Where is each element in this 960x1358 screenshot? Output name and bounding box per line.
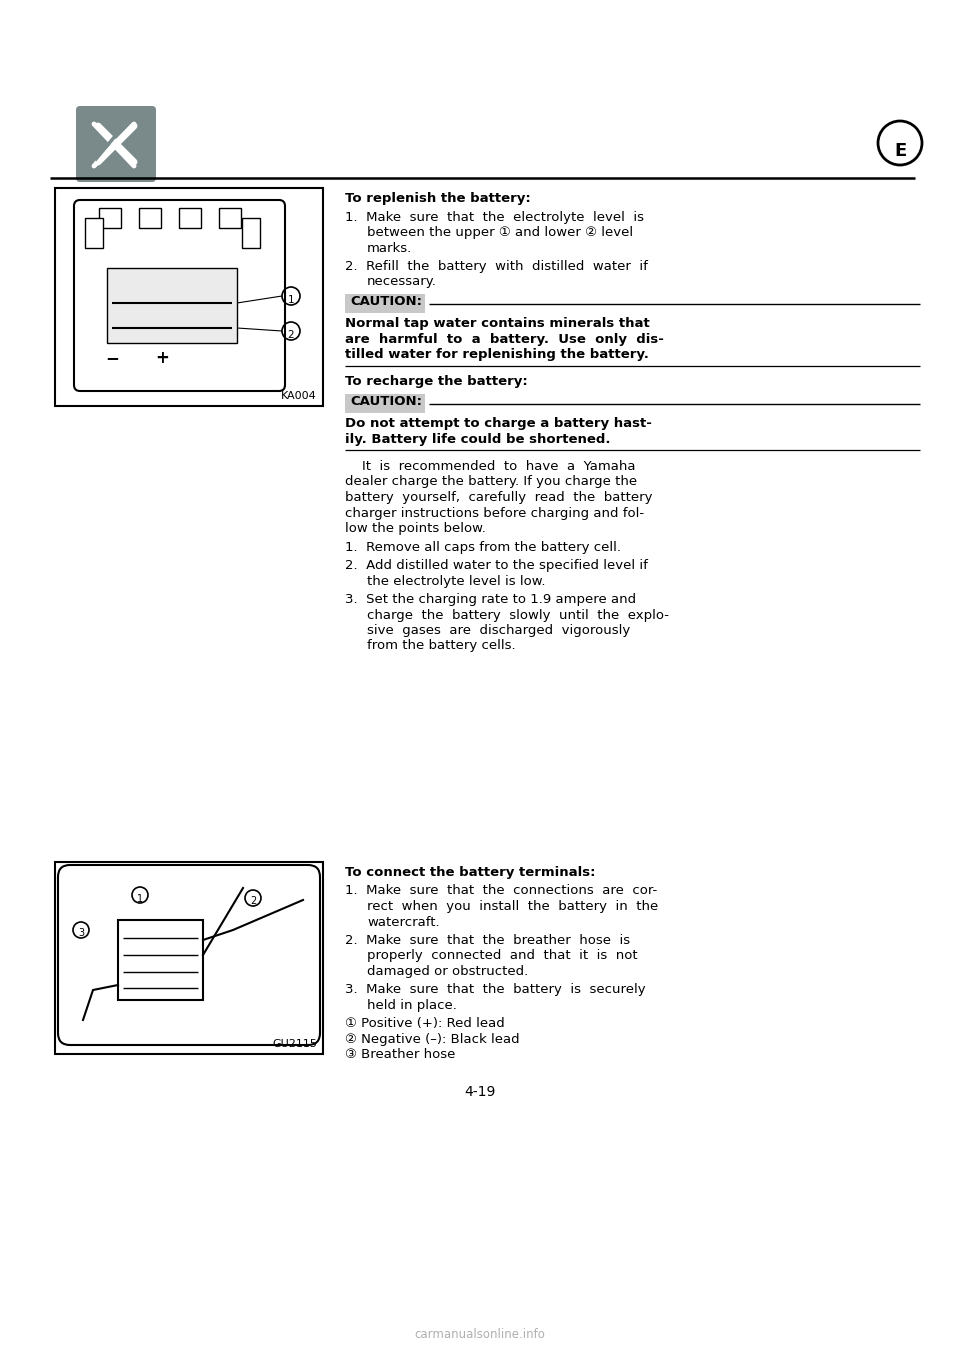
Text: held in place.: held in place. [367,999,457,1012]
Text: 2.  Refill  the  battery  with  distilled  water  if: 2. Refill the battery with distilled wat… [345,259,648,273]
Text: charge  the  battery  slowly  until  the  explo-: charge the battery slowly until the expl… [367,608,669,622]
Text: −: − [105,349,119,367]
Text: ② Negative (–): Black lead: ② Negative (–): Black lead [345,1033,519,1046]
Text: ily. Battery life could be shortened.: ily. Battery life could be shortened. [345,432,611,445]
Text: CAUTION:: CAUTION: [350,395,422,407]
Text: 1: 1 [288,295,295,306]
Text: properly  connected  and  that  it  is  not: properly connected and that it is not [367,949,637,963]
Text: necessary.: necessary. [367,276,437,288]
Text: sive  gases  are  discharged  vigorously: sive gases are discharged vigorously [367,623,631,637]
Text: Do not attempt to charge a battery hast-: Do not attempt to charge a battery hast- [345,417,652,430]
Text: rect  when  you  install  the  battery  in  the: rect when you install the battery in the [367,900,659,913]
Text: 1.  Make  sure  that  the  connections  are  cor-: 1. Make sure that the connections are co… [345,884,658,898]
Text: damaged or obstructed.: damaged or obstructed. [367,966,528,978]
Text: KA004: KA004 [281,391,317,401]
Text: the electrolyte level is low.: the electrolyte level is low. [367,574,545,588]
Text: CAUTION:: CAUTION: [350,295,422,308]
Text: carmanualsonline.info: carmanualsonline.info [415,1328,545,1340]
Text: are  harmful  to  a  battery.  Use  only  dis-: are harmful to a battery. Use only dis- [345,333,664,345]
Text: +: + [156,349,169,367]
Text: 4-19: 4-19 [465,1085,495,1099]
Text: 2: 2 [288,330,295,340]
Text: ③ Breather hose: ③ Breather hose [345,1048,455,1062]
Text: dealer charge the battery. If you charge the: dealer charge the battery. If you charge… [345,475,637,489]
Bar [99,208,121,228]
Bar [107,268,237,344]
Text: 3.  Make  sure  that  the  battery  is  securely: 3. Make sure that the battery is securel… [345,983,646,997]
Bar [118,919,203,999]
Text: low the points below.: low the points below. [345,521,486,535]
Text: 1.  Remove all caps from the battery cell.: 1. Remove all caps from the battery cell… [345,540,621,554]
Text: 2.  Add distilled water to the specified level if: 2. Add distilled water to the specified … [345,559,648,572]
Bar [85,219,103,249]
Text: 2: 2 [250,896,256,907]
Bar [139,208,161,228]
FancyBboxPatch shape [74,200,285,391]
Text: charger instructions before charging and fol-: charger instructions before charging and… [345,507,644,520]
Bar [345,293,425,312]
Text: 1.  Make  sure  that  the  electrolyte  level  is: 1. Make sure that the electrolyte level … [345,210,644,224]
Text: 1: 1 [137,894,143,903]
Text: from the battery cells.: from the battery cells. [367,640,516,652]
Text: tilled water for replenishing the battery.: tilled water for replenishing the batter… [345,348,649,361]
Text: E: E [894,143,906,160]
Bar [345,394,425,413]
Text: 3: 3 [78,929,84,938]
Text: watercraft.: watercraft. [367,915,440,929]
Text: It  is  recommended  to  have  a  Yamaha: It is recommended to have a Yamaha [345,460,636,473]
Bar [242,219,260,249]
Bar [179,208,201,228]
Bar [55,862,323,1054]
Text: GU2115: GU2115 [272,1039,317,1048]
Bar [55,187,323,406]
Bar [219,208,241,228]
Text: battery  yourself,  carefully  read  the  battery: battery yourself, carefully read the bat… [345,492,653,504]
Text: 2.  Make  sure  that  the  breather  hose  is: 2. Make sure that the breather hose is [345,934,630,947]
FancyBboxPatch shape [58,865,320,1046]
Text: 3.  Set the charging rate to 1.9 ampere and: 3. Set the charging rate to 1.9 ampere a… [345,593,636,606]
Text: To connect the battery terminals:: To connect the battery terminals: [345,866,595,879]
FancyBboxPatch shape [76,106,156,182]
Text: marks.: marks. [367,242,412,254]
Text: To replenish the battery:: To replenish the battery: [345,191,531,205]
Text: ① Positive (+): Red lead: ① Positive (+): Red lead [345,1017,505,1031]
Text: Normal tap water contains minerals that: Normal tap water contains minerals that [345,316,650,330]
Text: between the upper ① and lower ② level: between the upper ① and lower ② level [367,225,634,239]
Text: To recharge the battery:: To recharge the battery: [345,376,528,388]
